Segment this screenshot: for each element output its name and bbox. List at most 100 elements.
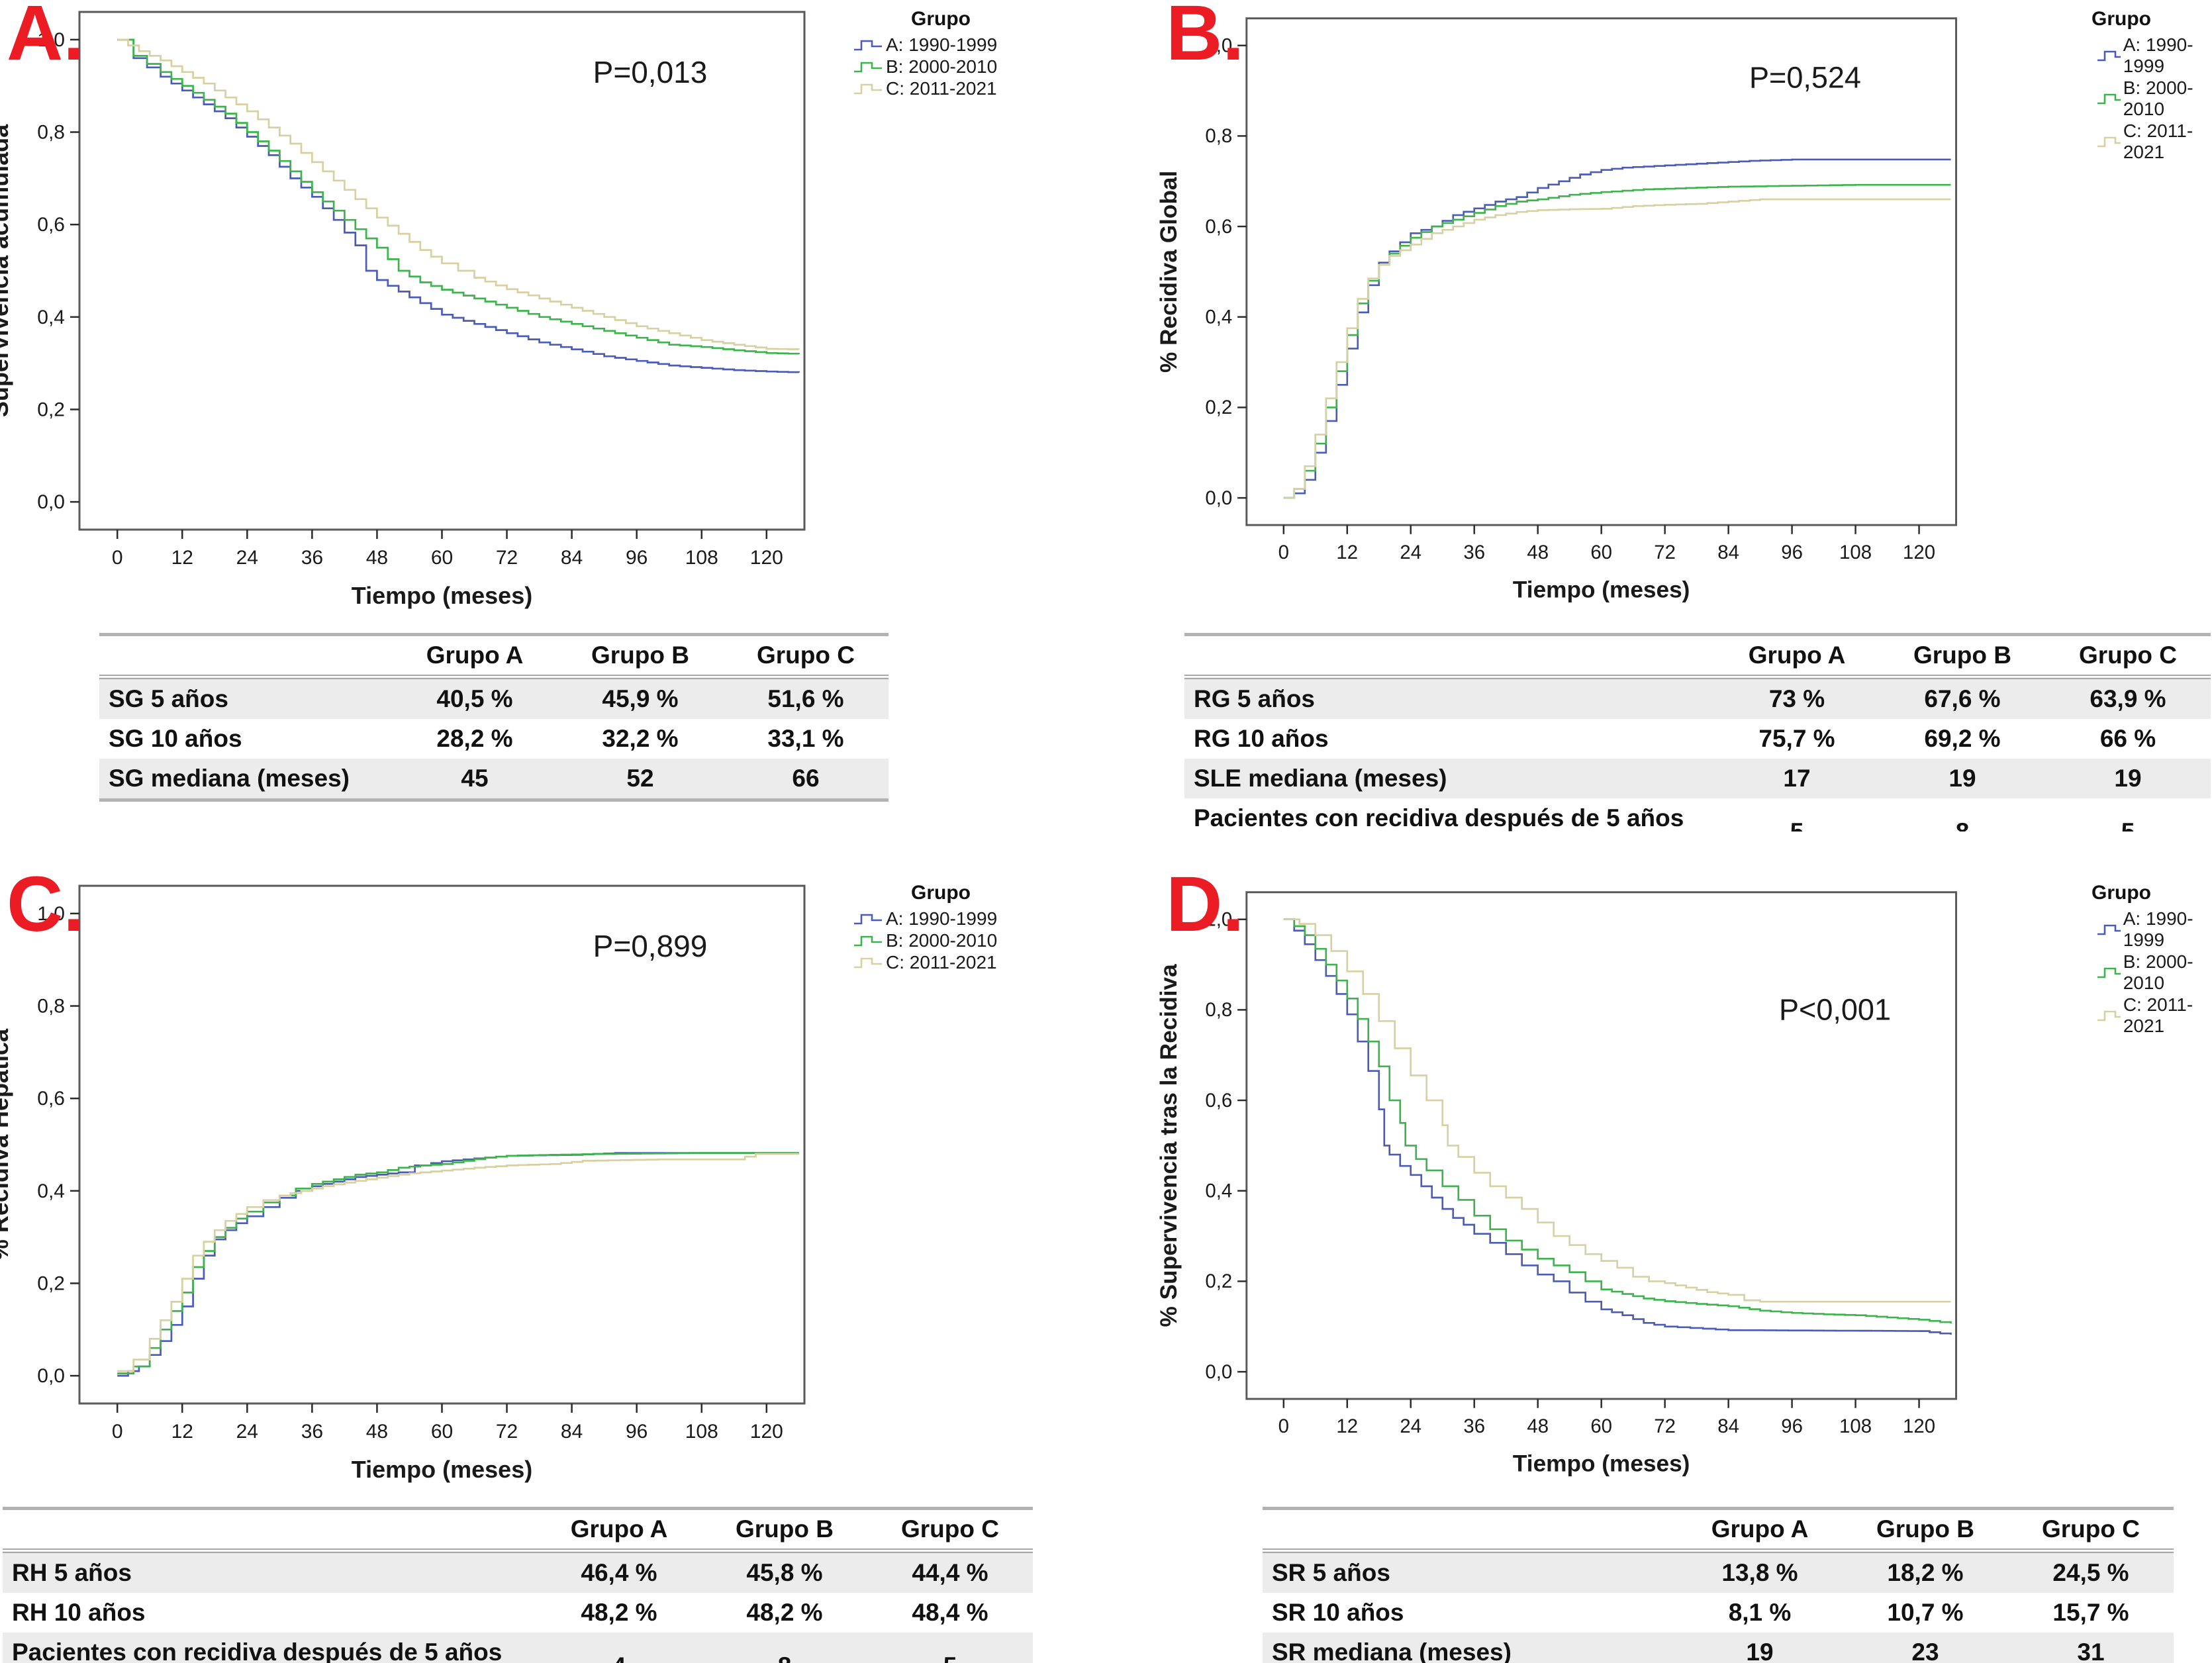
value-cell: 66 (792, 765, 820, 792)
x-tick-label: 12 (171, 547, 193, 569)
table-row: SR 10 años 8,1 % 10,7 % 15,7 % (1263, 1593, 2174, 1633)
x-tick-label: 0 (112, 547, 123, 569)
value-cell: 52 (626, 765, 654, 792)
row-label-cell: SG mediana (meses) (109, 765, 350, 792)
value-cell: 5 (2045, 798, 2211, 832)
x-tick-label: 0 (1278, 542, 1289, 563)
table-row: RG 10 años 75,7 % 69,2 % 66 % (1184, 719, 2211, 759)
row-label-cell: RH 5 años (12, 1559, 132, 1586)
y-tick-label: 0,4 (1205, 307, 1232, 328)
legend-item-label: A: 1990-1999 (886, 908, 998, 929)
legend-grupo: Grupo A: 1990-1999 B: 2000-2010 C: 2011-202… (2053, 874, 2212, 1037)
y-tick-label: 0,6 (37, 1088, 65, 1110)
x-tick-label: 48 (1527, 1415, 1549, 1437)
step-line-icon (2097, 93, 2121, 105)
x-axis-title: Tiempo (meses) (352, 582, 532, 609)
km-curve (1283, 918, 1952, 1323)
x-tick-label: 120 (1903, 542, 1935, 563)
row-label-cell: RG 5 años (1194, 685, 1315, 712)
row-label-cell: SR 5 años (1272, 1559, 1390, 1586)
row-label-cell: SR mediana (meses) (1272, 1639, 1512, 1663)
table-header-cell (1184, 634, 1714, 679)
km-chart-hepatic-recurrence: 0,0 0,2 0,4 0,6 0,8 1,0 0 12 24 36 48 60 72 84 96 108 12… (0, 884, 806, 1483)
value-cell: 15,7 % (2052, 1599, 2129, 1626)
value-cell: 32,2 % (602, 725, 679, 752)
step-line-icon (2097, 924, 2121, 935)
value-cell: 73 % (1768, 685, 1825, 712)
legend-item-label: B: 2000-2010 (886, 56, 998, 77)
table-header-cell: Grupo C (867, 1508, 1033, 1553)
x-tick-label: 84 (561, 547, 583, 569)
km-curve (117, 1153, 799, 1372)
panel-d-survival-after-recurrence: D. 0,0 0,2 0,4 0,6 0,8 1,0 0 12 24 36 48 60 72 84 96 10… (1106, 832, 2212, 1663)
km-curve (117, 38, 800, 373)
table-header-cell: Grupo C (723, 634, 889, 679)
legend-item: B: 2000-2010 (2053, 951, 2212, 994)
table-row: SG 10 años 28,2 % 32,2 % 33,1 % (99, 719, 889, 759)
step-line-icon (2097, 1010, 2121, 1022)
table-header-cell: Grupo B (557, 634, 723, 679)
value-cell: 48,4 % (912, 1599, 988, 1626)
legend-item-label: A: 1990-1999 (886, 34, 998, 55)
y-tick-label: 0,8 (37, 996, 65, 1018)
x-tick-label: 12 (171, 1421, 193, 1443)
row-label-cell: SG 5 años (109, 685, 228, 712)
legend-item: C: 2011-2021 (854, 78, 1032, 99)
step-line-icon (2097, 136, 2121, 148)
table-header-cell: Grupo A (1677, 1508, 1843, 1553)
y-tick-label: 0,6 (1205, 216, 1232, 238)
value-cell: 8 (1880, 798, 2045, 832)
value-cell: 66 % (2099, 725, 2156, 752)
x-tick-label: 96 (626, 1421, 648, 1443)
p-value: P=0,524 (1749, 60, 1861, 94)
x-tick-label: 12 (1336, 1415, 1358, 1437)
x-tick-label: 96 (1781, 1415, 1803, 1437)
row-label-cell: RG 10 años (1194, 725, 1329, 752)
x-tick-label: 60 (431, 547, 453, 569)
value-cell: 63,9 % (2090, 685, 2166, 712)
y-tick-label: 0,0 (37, 1365, 65, 1387)
table-header-cell (1263, 1508, 1677, 1553)
legend-title: Grupo (2092, 882, 2151, 904)
table-header-cell: Grupo B (702, 1508, 867, 1553)
table-header-cell (3, 1508, 536, 1553)
step-line-icon (854, 83, 882, 95)
value-cell: 24,5 % (2052, 1559, 2129, 1586)
step-line-icon (854, 40, 882, 51)
p-value: P=0,899 (593, 929, 708, 963)
x-tick-label: 108 (1839, 1415, 1872, 1437)
panel-b-label: B. (1166, 0, 1244, 77)
legend-item-label: C: 2011-2021 (2123, 120, 2193, 162)
legend-item: A: 1990-1999 (854, 34, 1032, 56)
p-value: P=0,013 (593, 55, 708, 89)
x-tick-label: 72 (1654, 542, 1676, 563)
legend-grupo: Grupo A: 1990-1999 B: 2000-2010 C: 2011-202… (854, 874, 1032, 973)
table-header-cell: Grupo B (1843, 1508, 2008, 1553)
legend-grupo: Grupo A: 1990-1999 B: 2000-2010 C: 2011-202… (854, 0, 1032, 99)
step-line-icon (854, 914, 882, 925)
legend-item: C: 2011-2021 (2053, 120, 2212, 163)
y-tick-label: 1,0 (37, 903, 65, 925)
panel-c-hepatic-recurrence: C. 0,0 0,2 0,4 0,6 0,8 1,0 0 12 24 36 48 60 72 84 96 10… (0, 832, 1106, 1663)
x-tick-label: 96 (626, 547, 648, 569)
legend-item: B: 2000-2010 (854, 56, 1032, 77)
y-tick-label: 0,8 (1205, 125, 1232, 147)
y-tick-label: 1,0 (1205, 35, 1232, 57)
km-curve (1283, 918, 1952, 1335)
table-row: Pacientes con recidiva después de 5 años… (3, 1633, 1033, 1663)
y-tick-label: 0,0 (37, 491, 65, 513)
x-tick-label: 48 (366, 1421, 388, 1443)
km-curve (117, 38, 800, 350)
x-tick-label: 120 (1903, 1415, 1935, 1437)
km-chart-global-recurrence: 0,0 0,2 0,4 0,6 0,8 1,0 0 12 24 36 48 60 72 84 96 108 12… (1156, 17, 1957, 603)
table-header-row: Grupo A Grupo B Grupo C (99, 634, 889, 679)
legend-item-label: C: 2011-2021 (886, 952, 997, 973)
legend-item-label: B: 2000-2010 (2123, 77, 2193, 119)
table-header-cell: Grupo A (536, 1508, 702, 1553)
y-tick-label: 0,2 (37, 399, 65, 420)
x-tick-label: 120 (750, 1421, 783, 1443)
y-axis-title: % Recidiva Global (1156, 171, 1182, 373)
value-cell: 13,8 % (1721, 1559, 1798, 1586)
panel-a-label: A. (7, 0, 85, 77)
plot-frame (78, 11, 806, 531)
